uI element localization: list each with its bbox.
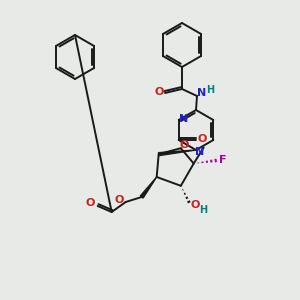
Text: O: O	[179, 140, 188, 150]
Text: N: N	[197, 88, 207, 98]
Text: O: O	[86, 198, 95, 208]
Text: N: N	[179, 114, 188, 124]
Polygon shape	[158, 150, 196, 156]
Text: O: O	[198, 134, 207, 144]
Polygon shape	[140, 177, 157, 198]
Text: O: O	[115, 195, 124, 205]
Text: N: N	[195, 147, 205, 157]
Text: H: H	[199, 205, 207, 215]
Text: O: O	[190, 200, 200, 210]
Text: O: O	[154, 87, 164, 97]
Text: H: H	[206, 85, 214, 95]
Text: F: F	[219, 154, 226, 164]
